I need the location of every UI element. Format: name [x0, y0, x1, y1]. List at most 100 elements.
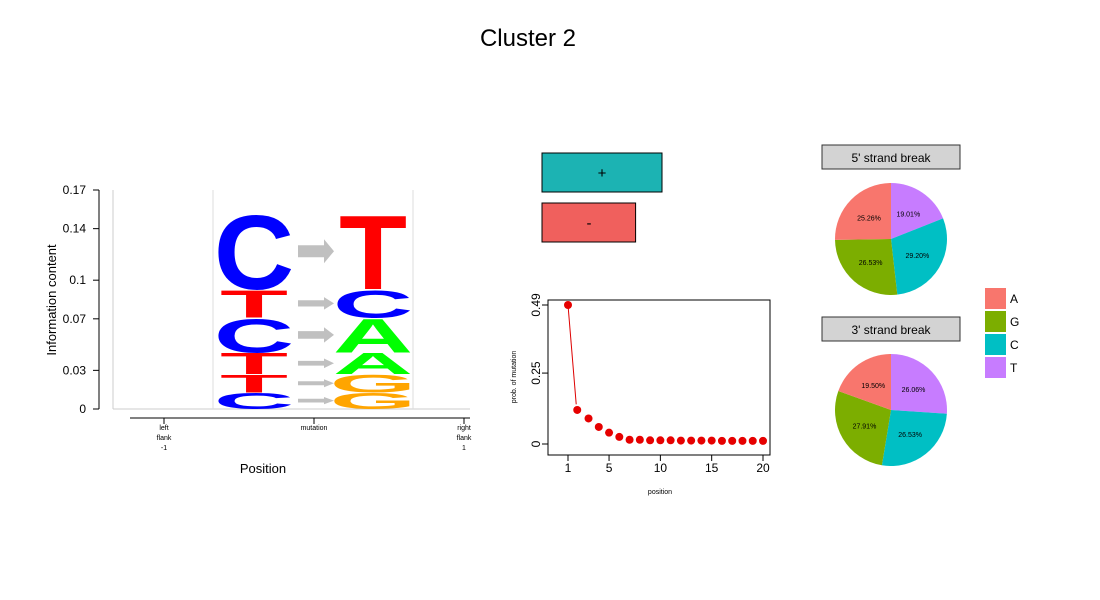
- scatter-point: [584, 414, 593, 423]
- logo-letter-to: T: [339, 194, 407, 312]
- logo-letter-from: T: [220, 282, 288, 326]
- pie-slice-label: 29.20%: [906, 253, 930, 260]
- scatter-y-label: prob. of mutation: [511, 351, 518, 404]
- logo-arrow: [298, 327, 334, 343]
- logo-letter-to: A: [333, 309, 413, 363]
- logo-x-tick-label: right: [457, 425, 471, 432]
- scatter-point: [717, 436, 726, 445]
- sequence-logo-panel: 0 0.03 0.07 0.1 0.14 0.17 Information content P…: [44, 183, 472, 476]
- logo-arrow: [298, 396, 334, 405]
- logo-letter-to: G: [330, 388, 416, 414]
- pie-slice-label: 26.53%: [898, 432, 922, 439]
- scatter-point: [666, 436, 675, 445]
- logo-letter-to: A: [333, 347, 413, 381]
- logo-x-tick-label: flank: [157, 435, 172, 442]
- scatter-x-tick-label: 10: [654, 461, 668, 475]
- scatter-point: [759, 436, 767, 445]
- scatter-point: [625, 435, 634, 444]
- pie-slice-label: 27.91%: [853, 424, 877, 431]
- logo-y-tick-label: 0.17: [63, 183, 87, 197]
- scatter-point: [697, 436, 706, 445]
- figure-title: Cluster 2: [480, 25, 576, 52]
- pie-title-box: [821, 144, 961, 170]
- pie-5prime-panel: 5' strand break 19.01% 29.20% 26.53% 25.26%: [821, 144, 961, 295]
- scatter-x-label: position: [648, 489, 672, 496]
- logo-letter-from: C: [214, 194, 294, 312]
- strand-bar-label: -: [587, 215, 592, 232]
- pie-slice-label: 26.06%: [902, 387, 926, 394]
- pie-slice: [835, 239, 898, 295]
- logo-x-tick-label: flank: [457, 435, 472, 442]
- logo-y-tick-label: 0.07: [63, 312, 87, 326]
- scatter-x-tick-label: 1: [565, 461, 572, 475]
- scatter-point: [646, 436, 655, 445]
- scatter-point: [687, 436, 696, 445]
- pie-title: 3' strand break: [851, 323, 931, 337]
- scatter-point: [676, 436, 685, 445]
- scatter-point: [738, 436, 747, 445]
- scatter-point: [707, 436, 716, 445]
- legend-swatch: [985, 357, 1006, 378]
- legend-swatch: [985, 311, 1006, 332]
- legend-label: C: [1010, 338, 1019, 352]
- logo-x-tick-label: -1: [161, 445, 167, 452]
- pie-slice: [891, 183, 944, 239]
- logo-y-label: Information content: [44, 244, 59, 356]
- scatter-x-tick-label: 20: [756, 461, 770, 475]
- pie-title-box: [821, 316, 961, 342]
- pie-slice-label: 19.50%: [861, 383, 885, 390]
- logo-x-label: Position: [240, 461, 286, 476]
- logo-arrow: [298, 379, 334, 388]
- scatter-point: [594, 422, 603, 431]
- pie-slice: [881, 410, 947, 467]
- scatter-point: [564, 301, 572, 309]
- scatter-point: [605, 428, 614, 437]
- pie-slice-label: 25.26%: [857, 215, 881, 222]
- logo-y-tick-label: 0.14: [63, 222, 87, 236]
- logo-x-tick-label: left: [159, 425, 168, 432]
- logo-arrow: [298, 297, 334, 310]
- logo-x-tick-label: 1: [462, 445, 466, 452]
- scatter-frame: [547, 299, 771, 456]
- logo-arrow: [298, 358, 334, 369]
- pie-slice: [835, 391, 891, 466]
- logo-letter-from: T: [220, 370, 288, 398]
- scatter-point: [573, 405, 582, 414]
- legend-label: A: [1010, 292, 1018, 306]
- legend-label: T: [1010, 361, 1018, 375]
- scatter-y-tick-label: 0.25: [529, 361, 543, 385]
- legend-swatch: [985, 288, 1006, 309]
- scatter-y-tick-label: 0.49: [529, 293, 543, 317]
- scatter-point: [635, 435, 644, 444]
- pie-slice: [834, 183, 891, 240]
- logo-letter-to: G: [330, 370, 416, 398]
- scatter-y-tick-label: 0: [529, 440, 543, 447]
- logo-letter-to: C: [333, 282, 413, 326]
- pie-slice: [838, 354, 891, 410]
- pie-slice-label: 26.53%: [859, 260, 883, 267]
- pie-title: 5' strand break: [851, 151, 931, 165]
- pie-3prime-panel: 3' strand break 26.06% 26.53% 27.91% 19.50%: [821, 316, 961, 467]
- scatter-point: [656, 436, 665, 445]
- logo-y-tick-label: 0: [79, 402, 86, 416]
- logo-x-tick-label: mutation: [301, 425, 328, 432]
- logo-letter-from: T: [220, 347, 288, 381]
- scatter-point: [615, 432, 624, 441]
- scatter-x-tick-label: 15: [705, 461, 719, 475]
- scatter-point: [728, 436, 737, 445]
- logo-arrow: [298, 239, 334, 264]
- strand-bar-label: +: [598, 165, 607, 182]
- logo-letter-from: C: [214, 309, 294, 363]
- legend-swatch: [985, 334, 1006, 355]
- logo-y-tick-label: 0.03: [63, 363, 87, 377]
- strand-bar-panel: +-: [541, 152, 663, 243]
- strand-bar: [541, 152, 663, 193]
- pie-slice: [891, 354, 947, 414]
- scatter-x-tick-label: 5: [606, 461, 613, 475]
- logo-y-tick-label: 0.1: [69, 273, 86, 287]
- pie-slice: [891, 218, 947, 295]
- scatter-point: [748, 436, 757, 445]
- logo-letter-from: C: [214, 388, 294, 414]
